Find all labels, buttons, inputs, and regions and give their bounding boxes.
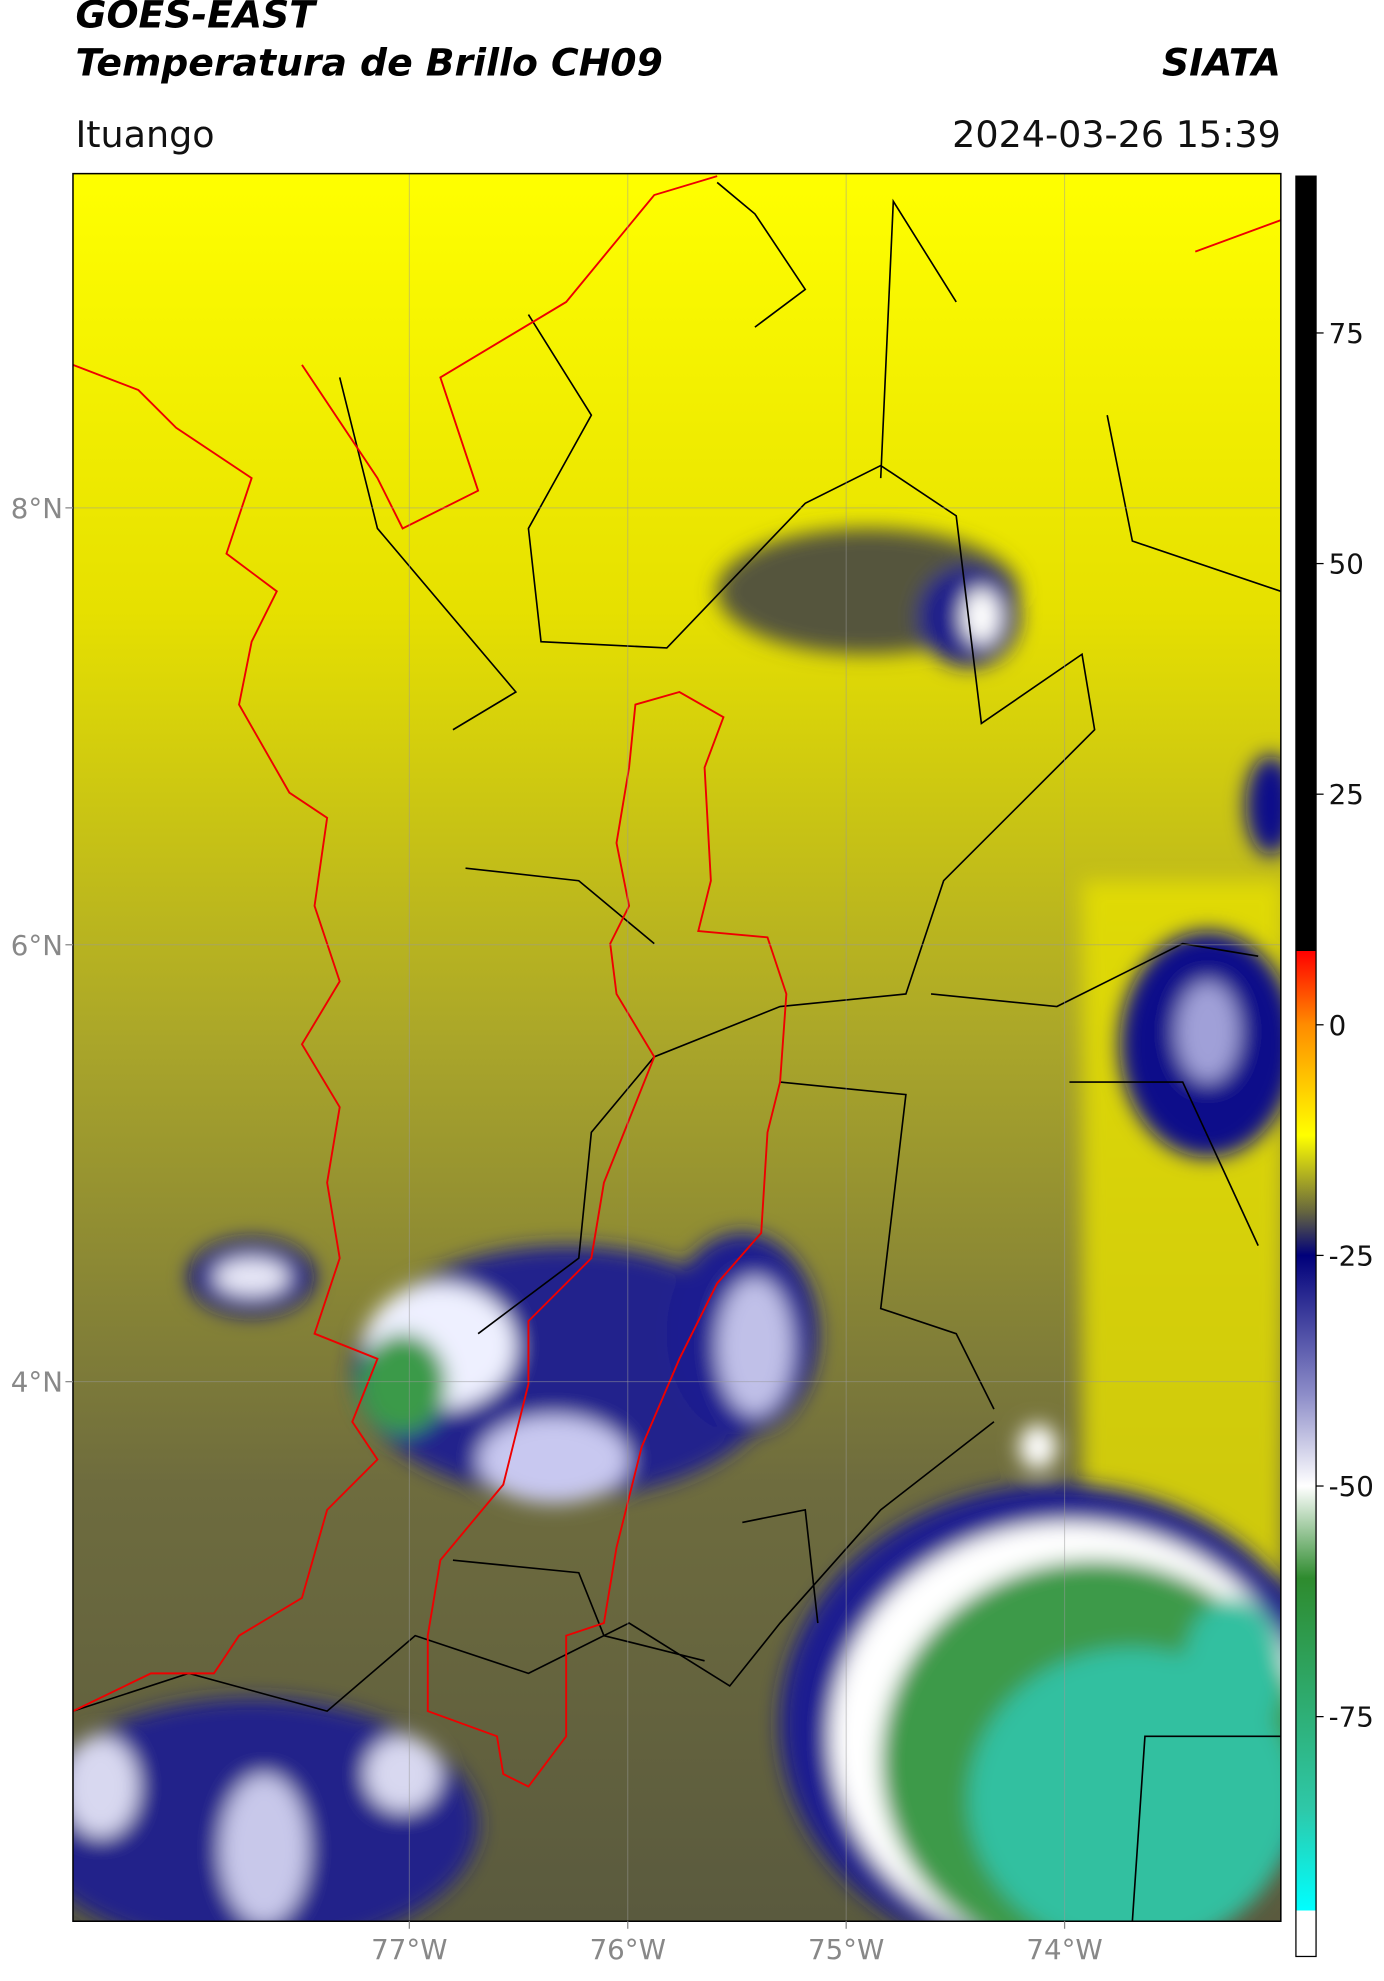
y-tick-label: 4°N	[11, 1366, 63, 1399]
title-line2: Temperatura de Brillo CH09	[75, 40, 662, 84]
title-line1: GOES-EAST	[75, 0, 318, 37]
x-tick-label: 75°W	[808, 1933, 884, 1966]
colorbar-tick-label: 25	[1329, 778, 1364, 811]
grid	[72, 173, 1281, 1922]
y-tick-label: 6°N	[11, 929, 63, 962]
x-tick-label: 77°W	[371, 1933, 447, 1966]
x-tick-label: 74°W	[1026, 1933, 1102, 1966]
colorbar-tick-label: 0	[1329, 1009, 1347, 1042]
location: Ituango	[75, 113, 214, 156]
map-image	[72, 173, 1281, 1922]
colorbar-tick-label: -25	[1329, 1239, 1374, 1272]
colorbar-tick-label: -75	[1329, 1701, 1374, 1734]
org: SIATA	[1162, 40, 1281, 84]
colorbar	[1295, 175, 1317, 1958]
x-tick-label: 76°W	[590, 1933, 666, 1966]
colorbar-tick-label: 75	[1329, 317, 1364, 350]
datetime: 2024-03-26 15:39	[952, 113, 1281, 156]
y-tick-label: 8°N	[11, 492, 63, 525]
colorbar-tick-label: -50	[1329, 1470, 1374, 1503]
map-frame	[72, 172, 1282, 1922]
colorbar-tick-label: 50	[1329, 548, 1364, 581]
